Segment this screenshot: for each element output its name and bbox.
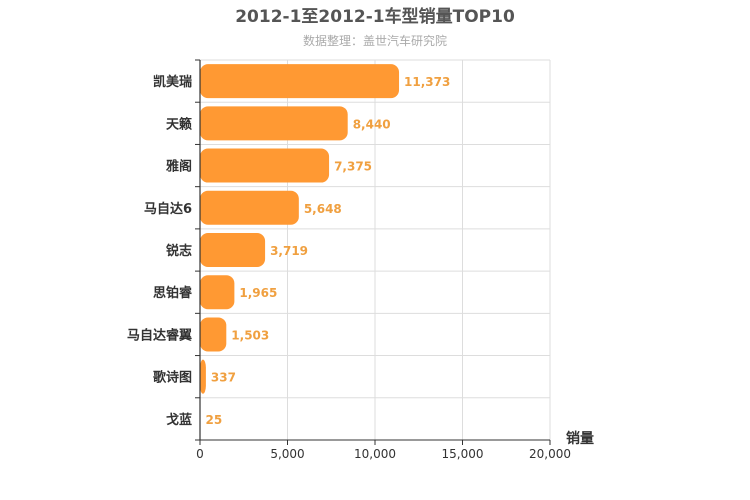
bar: [200, 275, 235, 310]
category-label: 马自达睿翼: [127, 327, 192, 343]
bar: [200, 233, 266, 267]
x-tick-label: 15,000: [442, 447, 484, 461]
bars: 11,373 8,440 7,375 5,648 3,719 1,965 1,503 337 2…: [200, 64, 450, 436]
bar: [200, 359, 206, 394]
data-label: 3,719: [270, 244, 308, 258]
chart-subtitle: 数据整理：盖世汽车研究院: [303, 33, 447, 48]
category-label: 雅阁: [166, 159, 192, 175]
data-label: 7,375: [334, 160, 372, 174]
chart-title: 2012-1至2012-1车型销量TOP10: [235, 6, 515, 27]
data-label: 5,648: [304, 202, 342, 216]
bar: [200, 106, 348, 141]
bar: [200, 148, 330, 183]
data-label: 1,965: [239, 286, 277, 300]
category-label: 马自达6: [144, 201, 192, 217]
x-tick-label: 10,000: [354, 447, 396, 461]
bar: [200, 190, 299, 225]
category-label: 凯美瑞: [153, 74, 192, 90]
data-label: 25: [206, 413, 223, 427]
data-label: 337: [211, 371, 236, 385]
data-label: 11,373: [404, 75, 450, 89]
category-label: 锐志: [166, 243, 192, 259]
x-tick-label: 5,000: [270, 447, 304, 461]
category-label: 戈蓝: [166, 412, 192, 428]
x-axis-label: 销量: [566, 430, 594, 447]
x-tick-label: 20,000: [529, 447, 571, 461]
category-label: 思铂睿: [153, 285, 193, 301]
category-label: 歌诗图: [153, 370, 192, 386]
data-label: 1,503: [231, 328, 269, 342]
bar: [200, 317, 227, 352]
data-label: 8,440: [353, 117, 391, 131]
x-tick-label: 0: [196, 447, 204, 461]
bar: [200, 64, 400, 99]
category-label: 天籁: [166, 116, 192, 132]
